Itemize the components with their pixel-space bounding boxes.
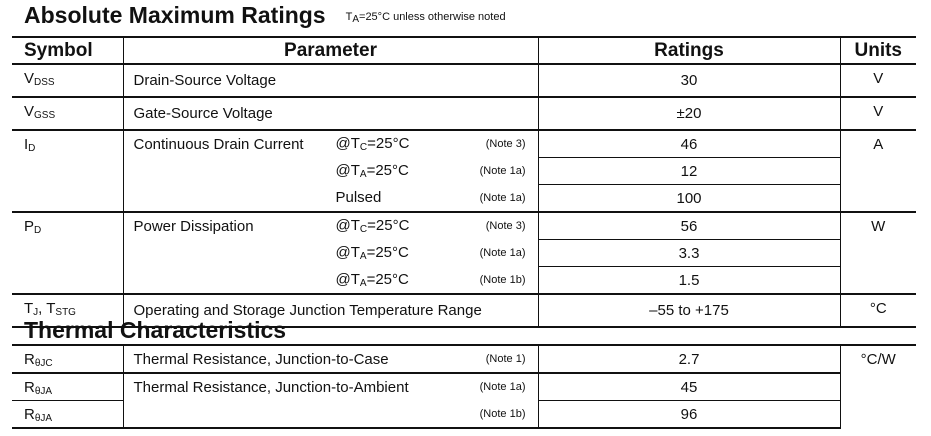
parameter: Thermal Resistance, Junction-to-Case (Not… [123, 345, 539, 373]
thermal-table: RθJC Thermal Resistance, Junction-to-Cas… [12, 344, 916, 429]
symbol: TJ, TSTG [12, 293, 124, 328]
parameter: Power Dissipation @TC=25°C (Note 3) [123, 211, 539, 240]
amr-table: Symbol Parameter Ratings Units VDSS Drai… [12, 36, 916, 328]
parameter: Gate-Source Voltage [123, 96, 539, 130]
table-row: @TA=25°C (Note 1a) 3.3 [12, 239, 916, 267]
symbol: RθJC [12, 345, 124, 373]
rating: 1.5 [538, 266, 841, 294]
table-row: PD Power Dissipation @TC=25°C (Note 3) 56 … [12, 211, 916, 294]
symbol: RθJA [12, 372, 124, 401]
header-symbol: Symbol [12, 36, 124, 65]
rating: –55 to +175 [538, 293, 841, 328]
table-row: Pulsed (Note 1a) 100 [12, 184, 916, 212]
parameter: Drain-Source Voltage [123, 64, 539, 97]
symbol: VDSS [12, 64, 124, 97]
symbol: PD [12, 211, 124, 294]
table-row: ID Continuous Drain Current @TC=25°C (Note… [12, 129, 916, 212]
parameter: Pulsed (Note 1a) [123, 184, 539, 212]
rating: 30 [538, 64, 841, 97]
symbol: ID [12, 129, 124, 212]
table-row: RθJA (Note 1b) 96 [12, 400, 916, 429]
rating: 2.7 [538, 345, 841, 373]
rating: 45 [538, 372, 841, 401]
amr-title: Absolute Maximum Ratings TA=25°C unless o… [24, 2, 506, 28]
unit: °C [840, 293, 916, 328]
thermal-title: Thermal Characteristics [24, 317, 287, 343]
table-row: VGSS Gate-Source Voltage ±20 V [12, 96, 916, 130]
table-row: RθJA Thermal Resistance, Junction-to-Amb… [12, 372, 916, 401]
rating: 100 [538, 184, 841, 212]
symbol: VGSS [12, 96, 124, 130]
rating: 12 [538, 157, 841, 185]
table-row: TJ, TSTG Operating and Storage Junction … [12, 293, 916, 328]
unit: °C/W [860, 351, 896, 368]
table-row: VDSS Drain-Source Voltage 30 V [12, 64, 916, 97]
header-row: Symbol Parameter Ratings Units [12, 36, 916, 65]
header-parameter: Parameter [123, 36, 539, 65]
unit: V [840, 96, 916, 130]
header-units: Units [840, 36, 916, 65]
table-row: @TA=25°C (Note 1a) 12 [12, 157, 916, 185]
parameter: Continuous Drain Current @TC=25°C (Note 3) [123, 129, 539, 158]
amr-condition-note: TA=25°C unless otherwise noted [345, 11, 506, 25]
rating: 46 [538, 129, 841, 158]
table-row: RθJC Thermal Resistance, Junction-to-Cas… [12, 345, 916, 373]
parameter: Thermal Resistance, Junction-to-Ambient(… [123, 372, 539, 401]
parameter: @TA=25°C (Note 1a) [123, 157, 539, 185]
parameter: Operating and Storage Junction Temperatu… [123, 293, 539, 328]
parameter: @TA=25°C (Note 1b) [123, 266, 539, 294]
unit: V [873, 70, 884, 87]
unit: W [840, 211, 916, 294]
symbol: RθJA [12, 400, 124, 429]
rating: 96 [538, 400, 841, 429]
table-row: @TA=25°C (Note 1b) 1.5 [12, 266, 916, 294]
rating: 3.3 [538, 239, 841, 267]
parameter: (Note 1b) [123, 400, 539, 429]
rating: 56 [538, 211, 841, 240]
unit: A [840, 129, 916, 212]
rating: ±20 [538, 96, 841, 130]
header-ratings: Ratings [538, 36, 841, 65]
parameter: @TA=25°C (Note 1a) [123, 239, 539, 267]
